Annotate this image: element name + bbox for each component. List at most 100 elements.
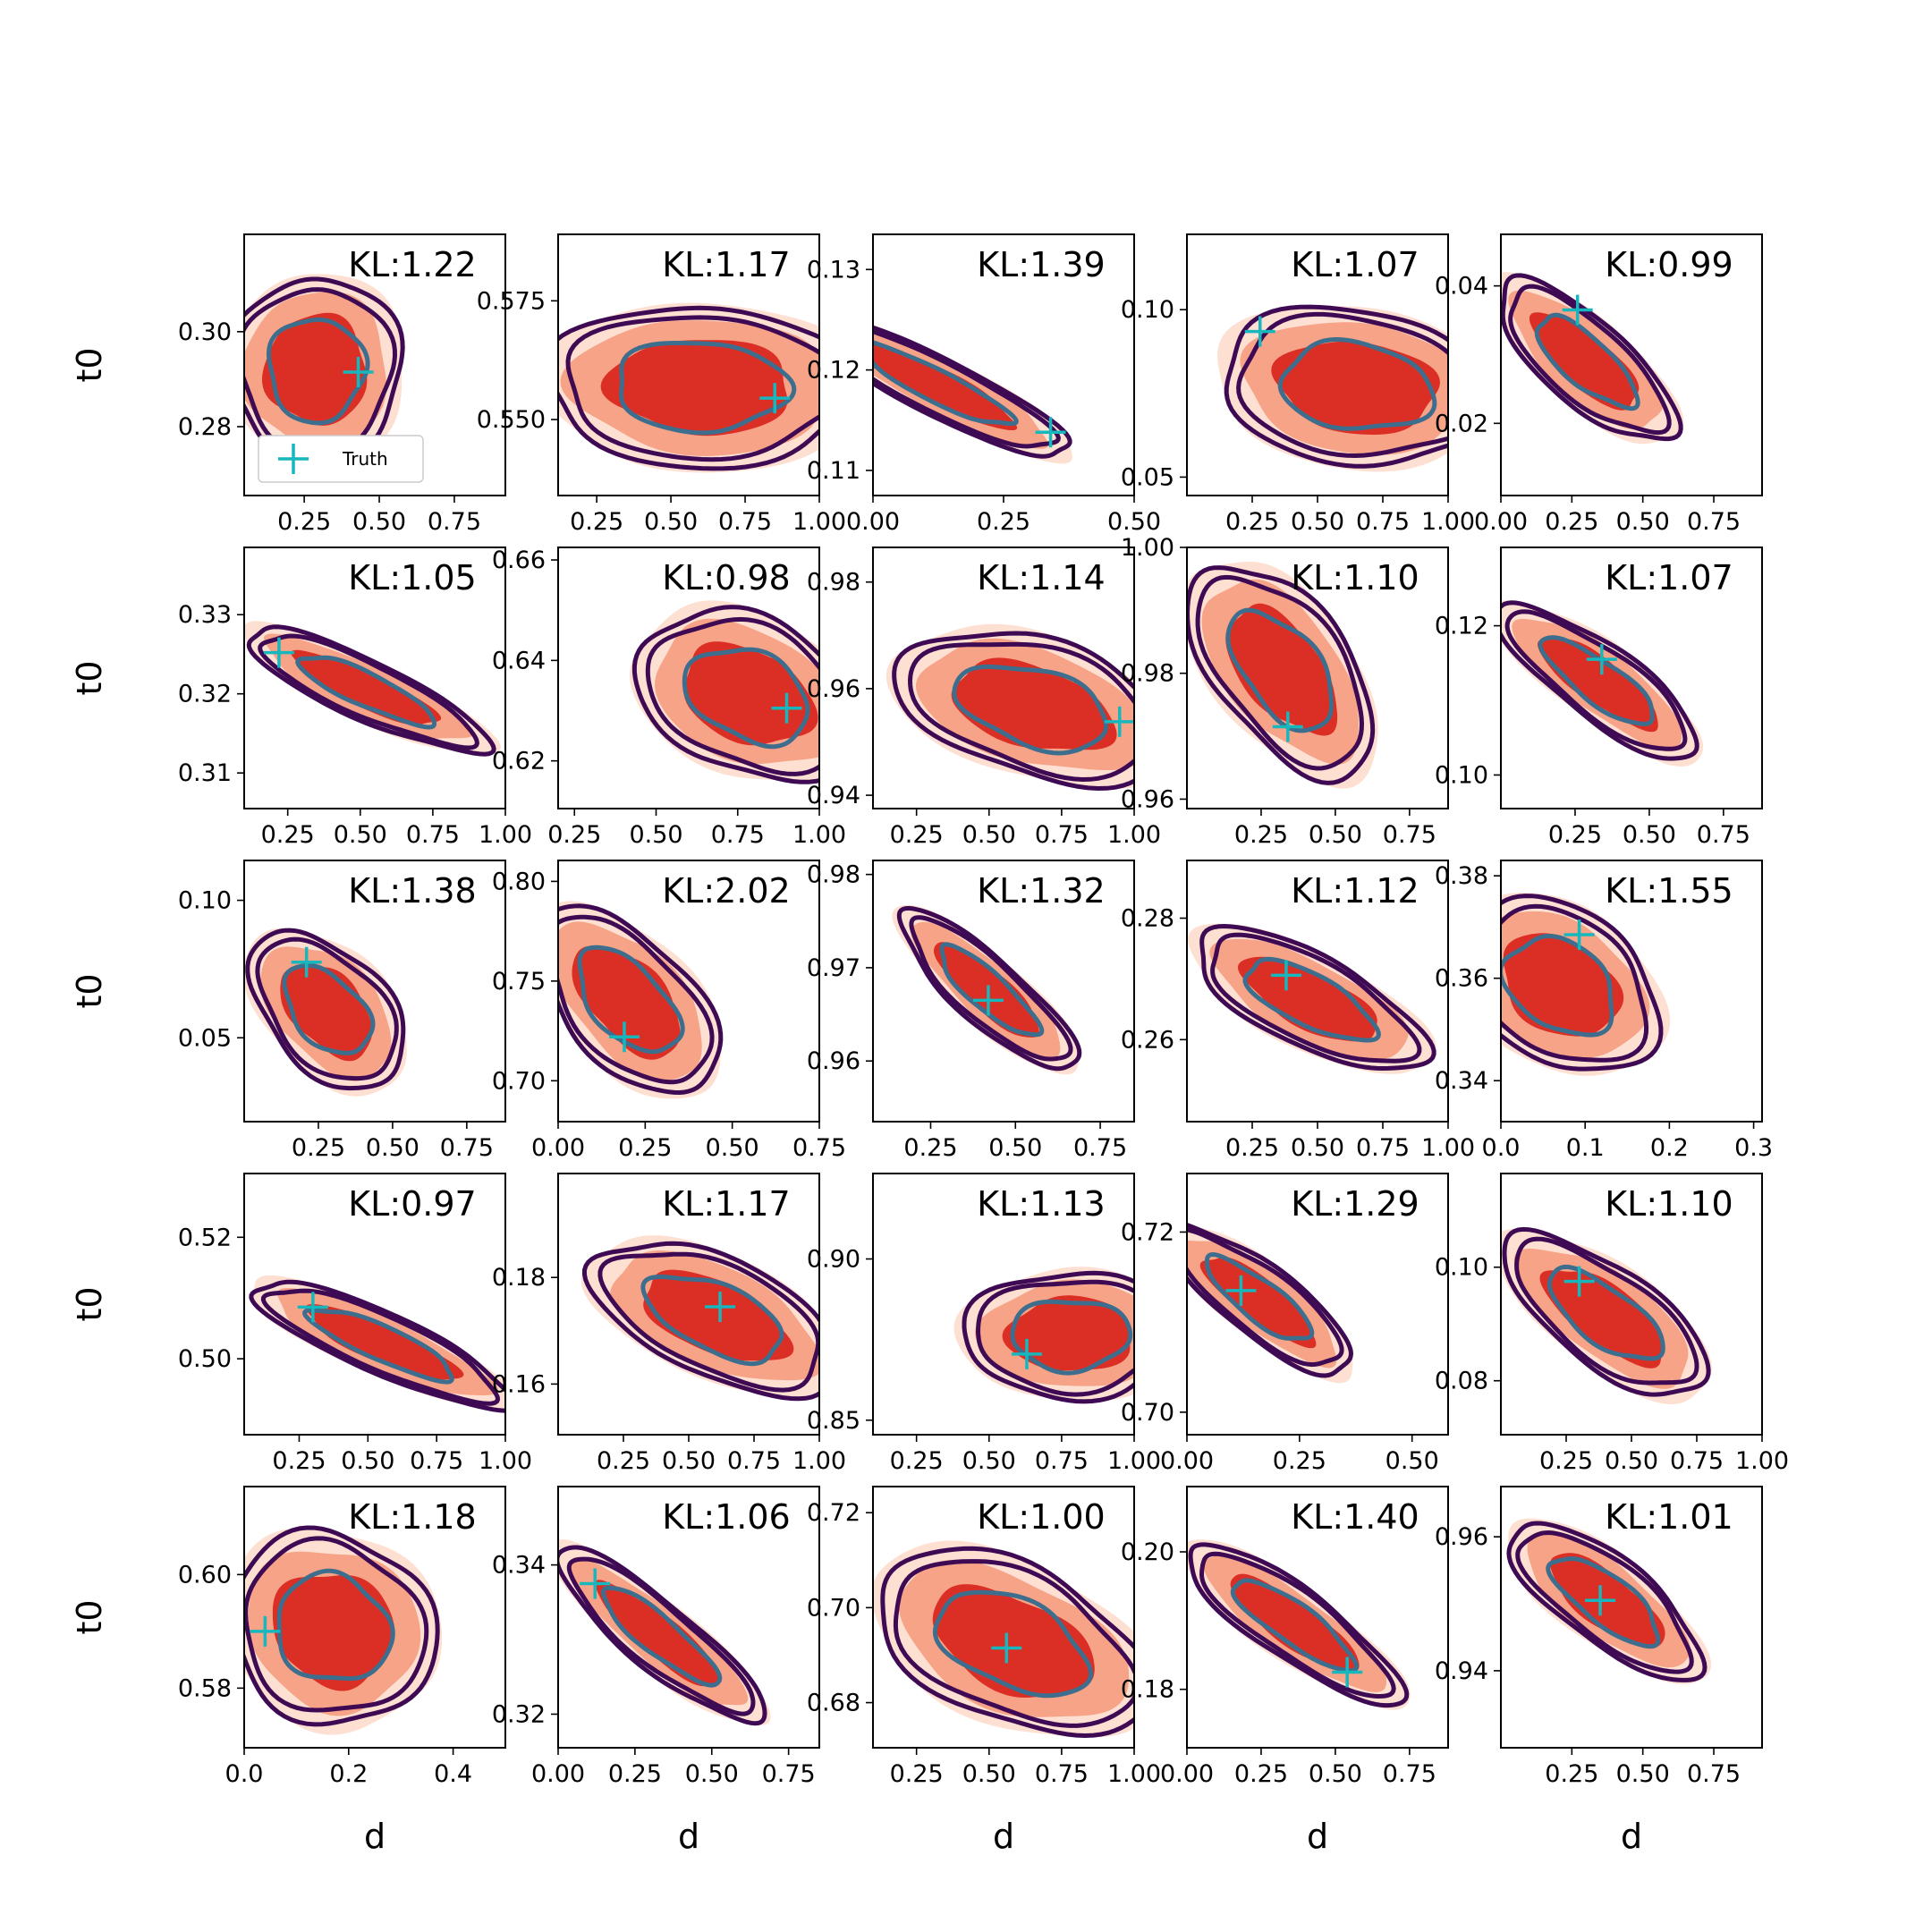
estimate-contour-outer: [1188, 1542, 1410, 1708]
panel-12: 0.00 0.25 0.50 0.75 0.70 0.75 0.80 KL:2.02: [492, 860, 846, 1162]
x-axis-label: d: [678, 1817, 699, 1856]
x-tick-label: 0.25: [1273, 1447, 1326, 1475]
panel-20: 0.25 0.50 0.75 1.00 0.08 0.10 KL:1.10: [1435, 1173, 1789, 1475]
panel-5: 0.00 0.25 0.50 0.75 0.02 0.04 KL:0.99: [1435, 233, 1763, 536]
truth-marker: [291, 946, 322, 978]
estimate-contour-outer: [1506, 1521, 1707, 1682]
x-tick-label: 1.00: [1107, 821, 1161, 849]
panel-22: 0.00 0.25 0.50 0.75 0.32 0.34 KL:1.06 d: [492, 1486, 820, 1856]
panel-21: 0.0 0.2 0.4 0.58 0.60 KL:1.18 t0 d: [70, 1486, 506, 1856]
reference-density-inner: [305, 1304, 464, 1380]
estimate-contour-outer: [244, 1525, 440, 1727]
y-tick-label: 0.75: [492, 968, 546, 996]
panel-3: 0.00 0.25 0.50 0.11 0.12 0.13 KL:1.39: [807, 233, 1161, 536]
truth-marker: [1563, 1266, 1595, 1297]
panel-18: 0.25 0.50 0.75 1.00 0.85 0.90 KL:1.13: [807, 1173, 1161, 1475]
x-tick-label: 0.75: [1035, 1447, 1089, 1475]
axes-frame: [1500, 547, 1763, 809]
x-tick-label: 0.00: [846, 508, 900, 536]
estimate-contour-inner: [1538, 635, 1655, 726]
estimate-contour-inner: [295, 655, 437, 730]
kl-annotation: KL:1.14: [977, 558, 1106, 597]
panel-8: 0.25 0.50 0.75 1.00 0.94 0.96 0.98 KL:1.14: [807, 547, 1161, 849]
x-tick-label: 0.25: [890, 1760, 944, 1788]
estimate-contour-mid: [1210, 932, 1422, 1063]
x-tick-label: 0.25: [1548, 821, 1602, 849]
x-tick-label: 1.00: [479, 1447, 532, 1475]
y-tick-label: 0.550: [477, 406, 546, 434]
estimate-contour-outer: [1199, 923, 1436, 1072]
estimate-contour-inner: [1546, 1556, 1661, 1649]
y-tick-label: 0.94: [807, 782, 860, 809]
estimate-contour-mid: [1501, 903, 1649, 1063]
estimate-contour-inner: [1534, 312, 1640, 411]
truth-marker: [1035, 417, 1066, 448]
y-tick-label: 0.98: [807, 861, 860, 889]
y-tick-label: 0.94: [1435, 1657, 1488, 1685]
x-tick-label: 0.0: [225, 1760, 264, 1788]
axes-frame: [243, 1173, 506, 1436]
plot-area: [1188, 923, 1436, 1074]
estimate-contour-inner: [640, 1274, 784, 1367]
kl-annotation: KL:1.38: [348, 871, 477, 911]
axes-frame: [1500, 1486, 1763, 1749]
estimate-contour-inner: [267, 317, 370, 426]
x-tick-label: 0.00: [531, 1760, 585, 1788]
x-tick-label: 1.00: [1421, 508, 1475, 536]
x-tick-label: 0.50: [1385, 1447, 1439, 1475]
estimate-contour-mid: [244, 287, 398, 456]
kl-annotation: KL:1.06: [662, 1497, 791, 1537]
x-tick-label: 0.75: [711, 821, 765, 849]
x-tick-label: 0.75: [762, 1760, 816, 1788]
truth-marker: [1586, 644, 1617, 675]
x-tick-label: 0.00: [531, 1134, 585, 1162]
x-tick-label: 0.00: [1474, 508, 1528, 536]
x-tick-label: 1.00: [1107, 1760, 1161, 1788]
estimate-contour-mid: [597, 1251, 819, 1393]
x-tick-label: 0.25: [1225, 1134, 1279, 1162]
panel-13: 0.25 0.50 0.75 0.96 0.97 0.98 KL:1.32: [807, 860, 1135, 1162]
x-tick-label: 0.75: [1697, 821, 1750, 849]
estimate-contour-inner: [1010, 1299, 1133, 1376]
panel-25: 0.25 0.50 0.75 0.94 0.96 KL:1.01 d: [1435, 1486, 1763, 1856]
x-tick-label: 0.0: [1482, 1134, 1521, 1162]
estimate-contour-mid: [255, 936, 399, 1081]
x-tick-label: 0.25: [618, 1134, 672, 1162]
y-tick-label: 0.98: [807, 569, 860, 597]
x-tick-label: 0.25: [570, 508, 623, 536]
x-tick-label: 0.50: [962, 821, 1016, 849]
x-tick-label: 0.75: [1073, 1134, 1127, 1162]
truth-marker: [580, 1568, 611, 1599]
plot-area: [873, 1540, 1134, 1739]
x-tick-label: 0.50: [1616, 1760, 1670, 1788]
reference-density-inner: [595, 1580, 722, 1687]
estimate-contour-inner: [1501, 933, 1614, 1038]
x-tick-label: 0.25: [903, 1134, 957, 1162]
x-tick-label: 0.25: [1225, 508, 1279, 536]
plot-area: [1187, 561, 1378, 789]
estimate-contour-inner: [939, 942, 1045, 1038]
panel-23: 0.25 0.50 0.75 1.00 0.68 0.70 0.72 KL:1.00 d: [807, 1486, 1161, 1856]
x-tick-label: 0.75: [1687, 1760, 1741, 1788]
estimate-contour-outer: [962, 1270, 1134, 1404]
panel-1: 0.25 0.50 0.75 0.28 0.30 KL:1.22 t0 Truth: [70, 233, 506, 536]
kl-annotation: KL:0.97: [348, 1184, 477, 1224]
x-tick-label: 0.75: [1035, 1760, 1089, 1788]
x-tick-label: 1.00: [792, 1447, 846, 1475]
x-tick-label: 0.50: [962, 1760, 1016, 1788]
estimate-contour-mid: [566, 1556, 756, 1716]
estimate-contour-outer: [1501, 894, 1664, 1072]
estimate-contour-mid: [1504, 609, 1688, 751]
estimate-contour-mid: [907, 641, 1134, 783]
y-tick-label: 0.12: [807, 357, 860, 385]
x-tick-label: 0.50: [988, 1134, 1042, 1162]
truth-marker: [771, 692, 802, 724]
estimate-contour-outer: [1501, 273, 1683, 442]
legend-label: Truth: [342, 448, 388, 470]
axes-frame: [1186, 1486, 1449, 1749]
y-tick-label: 0.10: [1435, 761, 1488, 789]
reference-density-inner: [1225, 603, 1338, 736]
truth-marker: [1332, 1657, 1363, 1688]
x-tick-label: 0.1: [1566, 1134, 1605, 1162]
y-tick-label: 0.66: [492, 547, 546, 574]
